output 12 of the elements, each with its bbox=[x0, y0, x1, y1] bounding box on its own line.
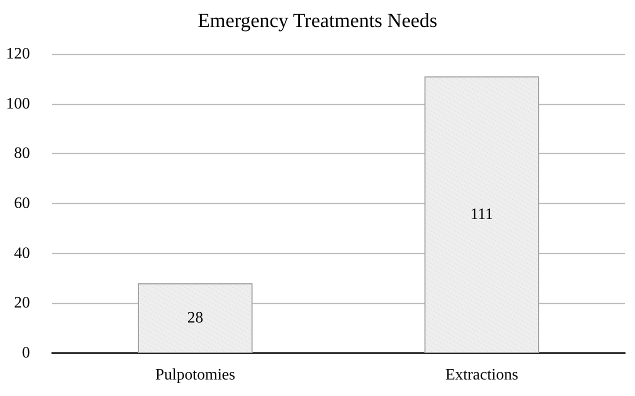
y-tick-label: 20 bbox=[14, 294, 30, 312]
y-tick-label: 120 bbox=[6, 46, 30, 62]
y-tick-label: 80 bbox=[14, 145, 30, 162]
chart-title: Emergency Treatments Needs bbox=[198, 10, 438, 32]
data-label: 111 bbox=[470, 206, 494, 224]
x-tick-label: Pulpotomies bbox=[155, 366, 236, 384]
y-tick-label: 40 bbox=[14, 244, 30, 262]
data-label: 28 bbox=[187, 310, 204, 327]
y-tick-label: 60 bbox=[14, 195, 30, 212]
y-tick-label: 100 bbox=[6, 95, 30, 112]
x-tick-label: Extractions bbox=[445, 366, 518, 384]
y-tick-label: 0 bbox=[22, 344, 30, 362]
